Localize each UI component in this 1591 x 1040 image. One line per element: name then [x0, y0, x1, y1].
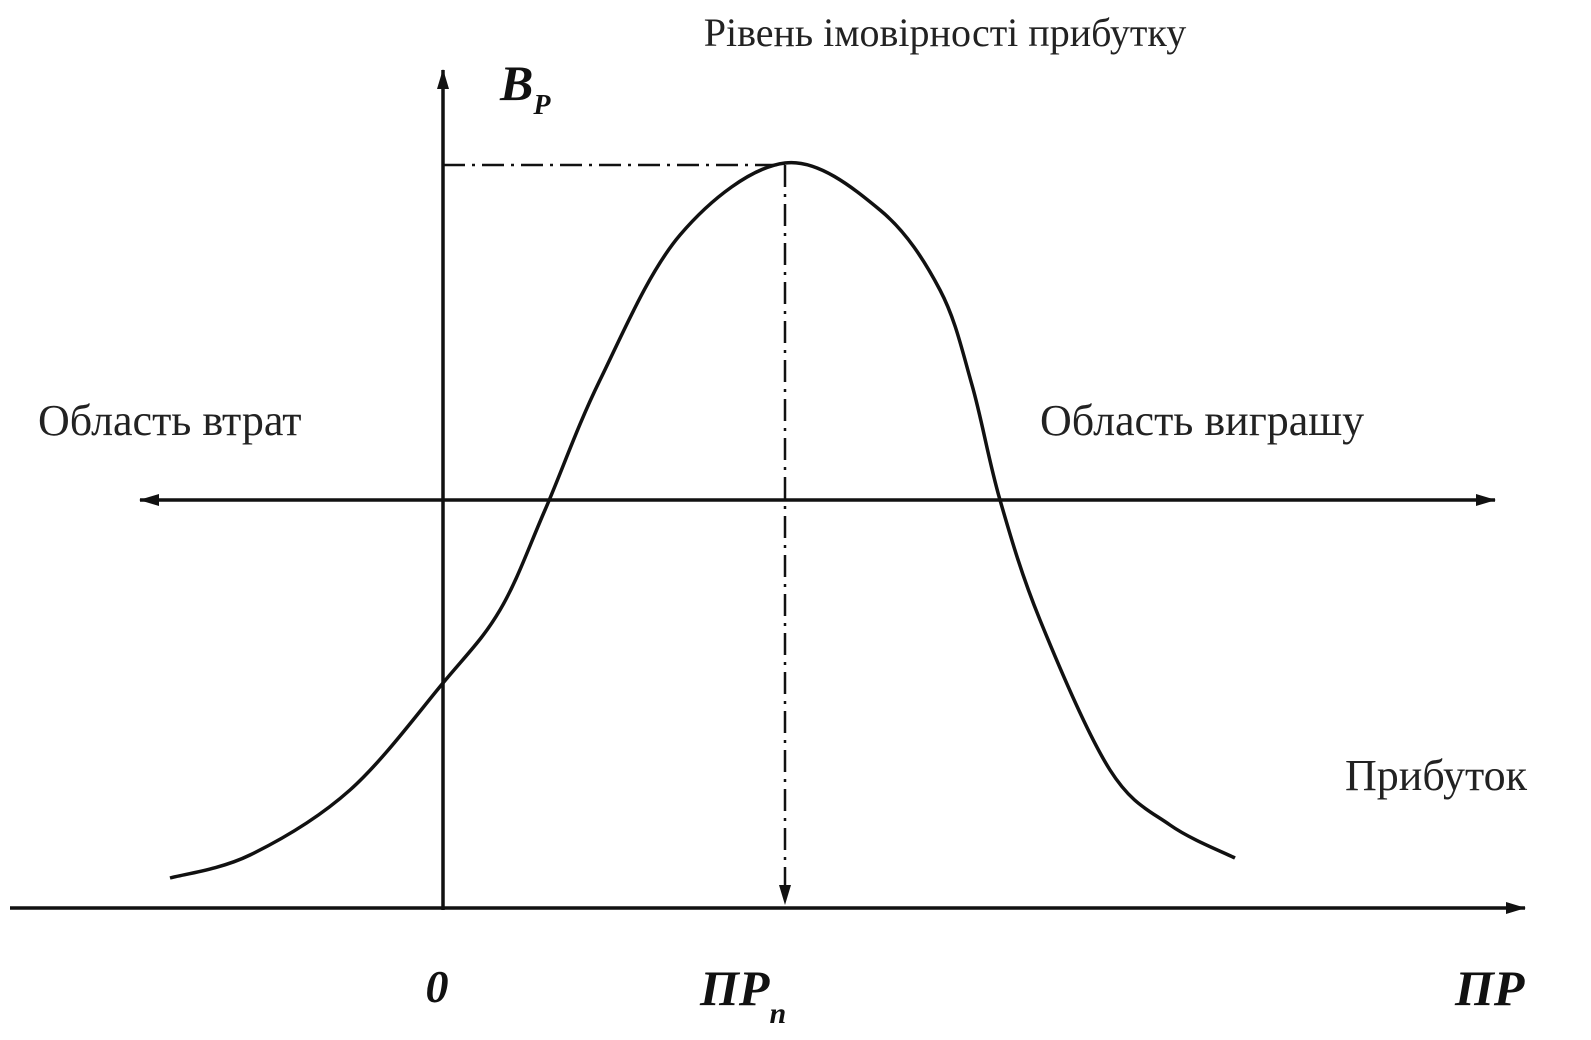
probability-curve: [169, 160, 1236, 880]
y-axis-label: BP: [499, 55, 551, 121]
y-axis-sub: P: [532, 90, 551, 121]
title: Рівень імовірності прибутку: [704, 10, 1187, 55]
y-axis-main: B: [499, 55, 533, 111]
peak-sub: п: [769, 997, 786, 1030]
right-region-label: Область виграшу: [1040, 396, 1364, 445]
curve-label: Прибуток: [1345, 751, 1528, 800]
left-region-label: Область втрат: [38, 396, 301, 445]
origin-label: 0: [426, 961, 449, 1012]
x-axis-label: ПР: [1454, 960, 1525, 1016]
peak-label: ПРп: [699, 960, 786, 1030]
peak-main: ПР: [699, 960, 770, 1016]
